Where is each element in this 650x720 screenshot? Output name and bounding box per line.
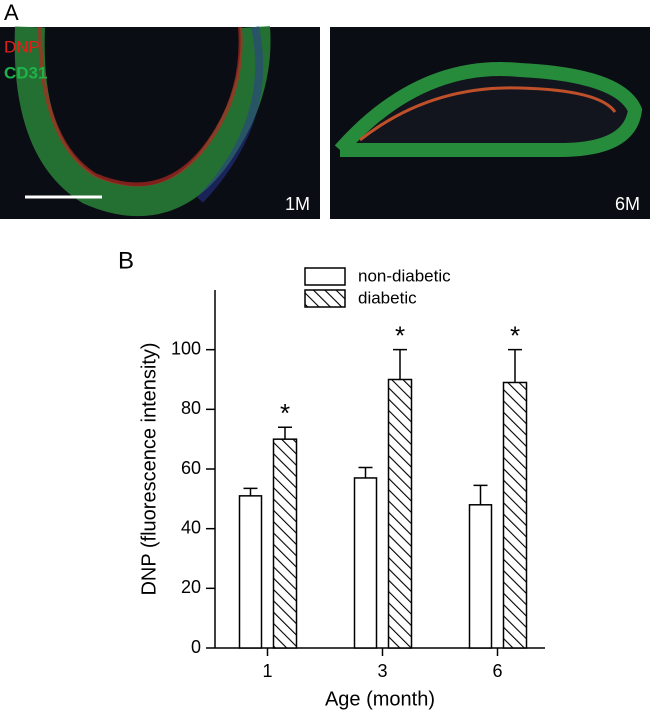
legend-label: diabetic — [358, 288, 417, 307]
y-tick-label: 20 — [181, 577, 201, 597]
bar — [272, 438, 298, 649]
x-axis-title: Age (month) — [325, 688, 435, 710]
error-bar — [278, 426, 292, 440]
x-tick-label: 6 — [492, 661, 502, 681]
y-tick-label: 0 — [191, 637, 201, 657]
stain-label: CD31 — [4, 63, 47, 82]
error-bar — [358, 466, 373, 478]
y-tick-label: 80 — [181, 398, 201, 418]
legend-swatch — [304, 289, 346, 308]
error-bar — [473, 484, 488, 505]
y-axis-title: DNP (fluorescence intensity) — [138, 342, 160, 595]
bar — [502, 381, 528, 649]
image-label: 1M — [285, 194, 310, 214]
image-label: 6M — [615, 194, 640, 214]
y-tick-label: 100 — [171, 338, 201, 358]
legend-swatch — [304, 267, 346, 286]
error-bar — [243, 487, 258, 496]
y-tick-label: 60 — [181, 458, 201, 478]
error-bar — [393, 348, 407, 380]
bar — [387, 378, 413, 649]
panel-label: B — [118, 247, 134, 274]
significance-marker: * — [395, 321, 405, 351]
legend-label: non-diabetic — [358, 266, 451, 285]
x-tick-label: 1 — [262, 661, 272, 681]
bar — [468, 504, 493, 649]
error-bar — [508, 348, 522, 383]
bar — [238, 495, 263, 649]
bar — [353, 477, 378, 649]
significance-marker: * — [280, 398, 290, 428]
y-tick-label: 40 — [181, 517, 201, 537]
micrograph — [330, 27, 650, 219]
panel-label: A — [4, 0, 19, 25]
significance-marker: * — [510, 321, 520, 351]
x-tick-label: 3 — [377, 661, 387, 681]
micrograph — [0, 25, 320, 219]
stain-label: DNP — [4, 37, 40, 56]
